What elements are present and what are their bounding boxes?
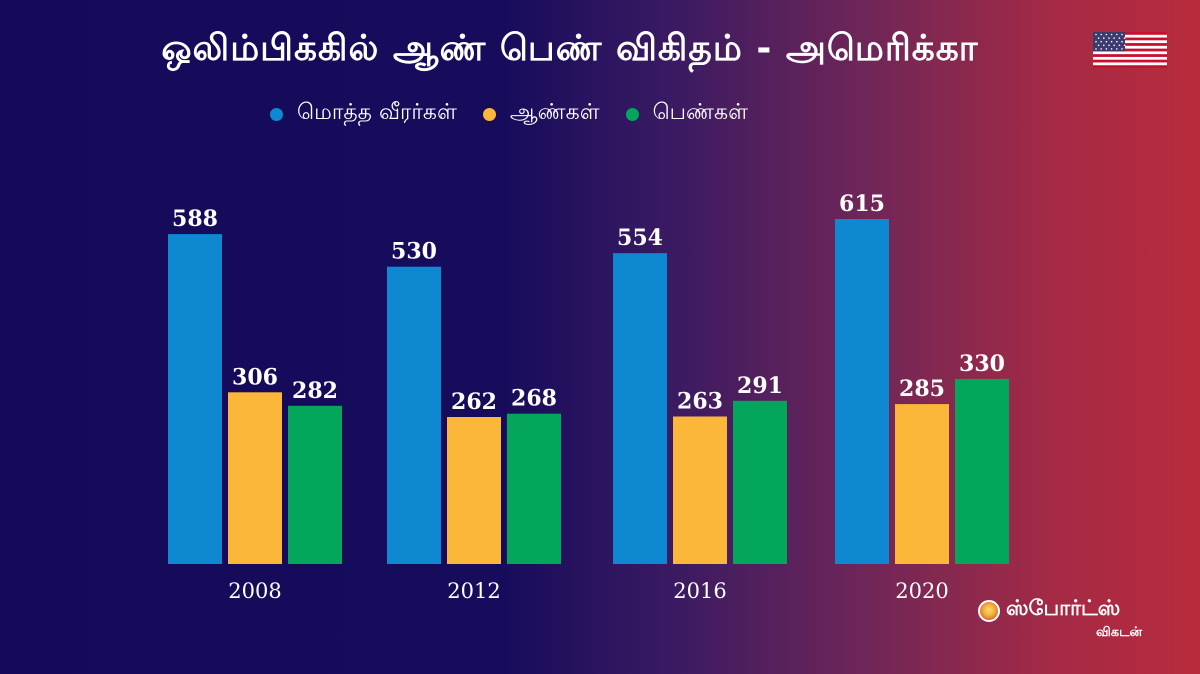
bar-women-2020 <box>955 378 1009 564</box>
value-label-men-2012: 262 <box>451 389 497 415</box>
x-tick-label-2012: 2012 <box>447 579 500 603</box>
legend-label-women: பெண்கள் <box>652 100 748 125</box>
legend-swatch-total <box>270 107 283 121</box>
value-label-total-2008: 588 <box>172 206 218 232</box>
value-label-total-2016: 554 <box>617 225 663 251</box>
bar-men-2008 <box>228 392 282 564</box>
bar-total-2016 <box>613 253 667 564</box>
value-label-men-2020: 285 <box>899 376 945 402</box>
bar-total-2020 <box>835 219 889 564</box>
usa-flag-icon <box>1093 32 1167 68</box>
x-tick-label-2020: 2020 <box>895 579 948 603</box>
brand-emblem-icon <box>978 600 1000 622</box>
logo-brand-subtext: விகடன் <box>1096 625 1143 640</box>
legend-label-men: ஆண்கள் <box>509 100 600 125</box>
x-tick-label-2008: 2008 <box>228 579 281 603</box>
legend-item-men: ஆண்கள் <box>482 100 600 128</box>
bar-women-2008 <box>288 405 342 564</box>
bar-women-2016 <box>733 400 787 564</box>
value-label-total-2020: 615 <box>839 191 885 217</box>
value-label-men-2016: 263 <box>677 389 723 415</box>
bar-men-2020 <box>895 404 949 564</box>
legend-item-women: பெண்கள் <box>625 100 748 128</box>
legend-item-total: மொத்த வீரர்கள் <box>270 100 457 128</box>
legend-swatch-women <box>625 107 639 121</box>
bar-men-2012 <box>447 417 501 564</box>
value-label-women-2008: 282 <box>292 378 338 404</box>
legend-swatch-men <box>482 107 496 121</box>
bar-total-2012 <box>387 266 441 564</box>
value-label-women-2016: 291 <box>737 373 783 399</box>
chart-legend: மொத்த வீரர்கள் ஆண்கள் பெண்கள் <box>270 100 774 128</box>
bar-women-2012 <box>507 413 561 564</box>
bar-men-2016 <box>673 416 727 564</box>
chart-title: ஒலிம்பிக்கில் ஆண் பெண் விகிதம் - அமெரிக்… <box>161 28 979 69</box>
logo-brand-text: ஸ்போர்ட்ஸ் <box>1006 596 1121 620</box>
legend-label-total: மொத்த வீரர்கள் <box>297 100 457 125</box>
value-label-women-2012: 268 <box>511 386 557 412</box>
value-label-women-2020: 330 <box>959 351 1005 377</box>
value-label-total-2012: 530 <box>391 239 437 265</box>
x-tick-label-2016: 2016 <box>673 579 726 603</box>
value-label-men-2008: 306 <box>232 364 278 390</box>
sports-vikatan-logo: ஸ்போர்ட்ஸ் விகடன் <box>976 596 1176 650</box>
bar-total-2008 <box>168 234 222 564</box>
